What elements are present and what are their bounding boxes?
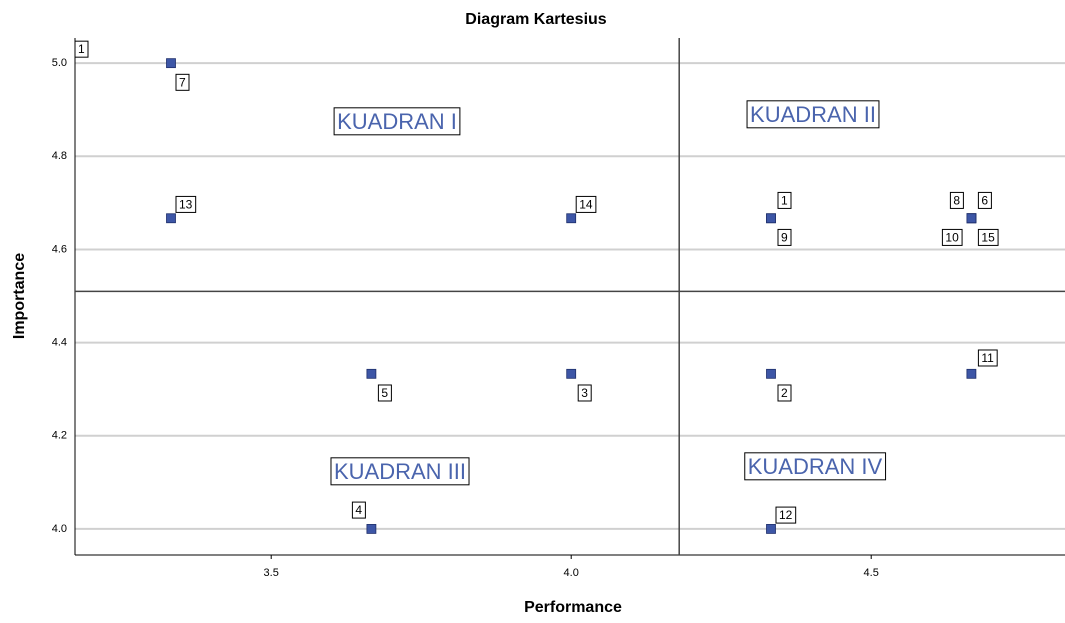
y-tick-label: 4.4 <box>52 337 67 349</box>
point-label: 8 <box>953 193 960 207</box>
point <box>566 368 577 379</box>
point <box>766 368 776 379</box>
x-tick-label: 4.0 <box>564 567 579 579</box>
point-label-box <box>977 191 992 209</box>
point-label-box <box>977 228 999 246</box>
point-label: 13 <box>179 197 193 211</box>
point-label-box <box>351 501 366 519</box>
y-tick-label: 4.6 <box>52 243 67 255</box>
y-tick-label: 4.8 <box>52 150 67 162</box>
point <box>966 368 977 379</box>
quadrant-label: KUADRAN I <box>337 109 457 134</box>
stray-label: 1 <box>78 42 85 56</box>
point-label: 12 <box>779 508 793 522</box>
quadrant-label: KUADRAN II <box>750 102 876 127</box>
point-label: 10 <box>945 230 959 244</box>
stray-label-box <box>74 40 89 58</box>
point-label: 11 <box>981 351 994 365</box>
point <box>566 213 577 224</box>
point <box>166 213 176 224</box>
quadrant-label-box <box>330 457 470 486</box>
point-label-box <box>777 191 792 209</box>
point-label-box <box>977 349 998 367</box>
point-label: 3 <box>581 386 588 400</box>
x-axis-label: Performance <box>524 599 622 616</box>
point-label-box <box>377 384 392 402</box>
quadrant-label-box <box>746 100 880 129</box>
y-tick-label: 4.0 <box>52 523 67 535</box>
point-label-box <box>577 384 592 402</box>
quadrant-label: KUADRAN III <box>334 459 466 484</box>
y-axis-label: Importance <box>11 253 28 339</box>
point-label: 9 <box>781 230 788 244</box>
point <box>366 368 377 379</box>
quadrant-label-box <box>744 452 887 481</box>
point-label-box <box>175 195 197 213</box>
point-label: 1 <box>781 193 788 207</box>
point <box>366 524 377 534</box>
point-label: 2 <box>781 386 788 400</box>
point-label: 6 <box>981 193 988 207</box>
point-label-box <box>941 228 963 246</box>
point-label-box <box>175 73 190 91</box>
point <box>766 213 776 224</box>
quadrant-label-box <box>333 107 461 136</box>
chart-title: Diagram Kartesius <box>465 11 606 28</box>
point-label: 14 <box>579 197 593 211</box>
point-label: 4 <box>355 503 362 517</box>
point-label-box <box>575 195 597 213</box>
point-label: 15 <box>981 230 995 244</box>
point <box>166 58 176 69</box>
point-label: 5 <box>381 386 388 400</box>
point-label-box <box>777 384 792 402</box>
point-label-box <box>777 228 792 246</box>
point-label-box <box>775 506 797 524</box>
point <box>766 524 776 534</box>
point-label-box <box>949 191 964 209</box>
x-tick-label: 4.5 <box>864 567 879 579</box>
x-tick-label: 3.5 <box>264 567 279 579</box>
point-label: 7 <box>179 75 186 89</box>
quadrant-label: KUADRAN IV <box>748 454 883 479</box>
y-tick-label: 4.2 <box>52 430 67 442</box>
point <box>966 213 977 224</box>
y-tick-label: 5.0 <box>52 57 67 69</box>
